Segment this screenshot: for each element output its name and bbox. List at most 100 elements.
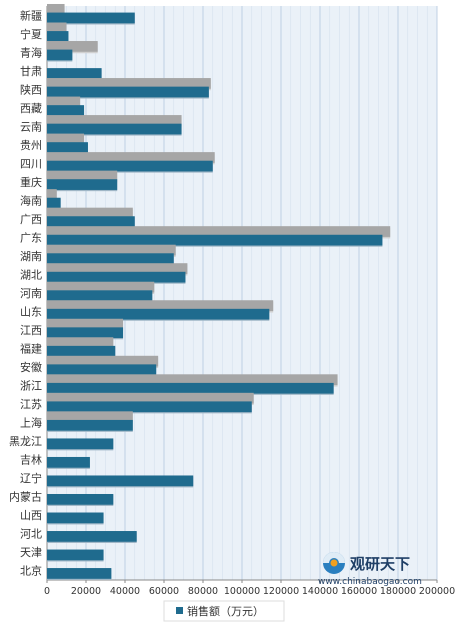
category-label: 甘肃 [20,65,42,78]
legend-label: 销售额（万元） [187,604,264,618]
bar-secondary-上海 [47,411,133,423]
bar-sales-重庆 [47,179,118,190]
bar-secondary-河南 [47,281,155,293]
category-label: 河北 [20,528,42,541]
watermark-logo: 观研天下 www.chinabaogao.com [318,552,422,587]
bar-sales-广东 [47,234,383,246]
bar-secondary-四川 [47,152,215,163]
bar-secondary-重庆 [47,170,118,182]
bar-sales-四川 [47,160,213,172]
category-label: 青海 [20,45,42,59]
category-label: 湖北 [20,268,42,281]
bar-sales-浙江 [47,382,334,394]
logo-icon [323,552,345,574]
category-label: 黑龙江 [9,435,42,448]
bar-secondary-浙江 [47,374,338,386]
bar-secondary-贵州 [47,133,85,145]
category-label: 宁夏 [20,27,42,41]
category-label: 山东 [20,306,42,319]
category-label: 重庆 [20,175,42,189]
category-label: 辽宁 [20,471,42,485]
bar-secondary-宁夏 [47,22,67,34]
bar-sales-湖南 [47,253,174,265]
category-label: 广西 [20,213,42,226]
x-tick-label: 40000 [110,586,140,597]
bar-sales-西藏 [47,105,85,116]
x-tick-label: 0 [44,586,50,597]
category-label: 江苏 [20,398,42,411]
category-label: 天津 [20,546,42,559]
bar-secondary-新疆 [47,3,65,15]
category-label: 安徽 [20,360,42,374]
bar-sales-内蒙古 [47,493,114,505]
bar-sales-吉林 [47,456,90,468]
bar-sales-山东 [47,308,270,320]
bar-sales-广西 [47,216,135,227]
bars [47,3,391,580]
bar-sales-福建 [47,345,116,357]
bar-secondary-湖北 [47,263,188,274]
bar-sales-贵州 [47,142,88,153]
bar-secondary-陕西 [47,78,211,89]
category-label: 陕西 [20,82,42,96]
bar-secondary-湖南 [47,244,176,256]
category-label: 四川 [20,157,42,170]
bar-secondary-广西 [47,207,133,219]
bar-sales-云南 [47,123,182,135]
bar-sales-山西 [47,512,104,524]
x-tick-label: 200000 [419,586,455,597]
category-label: 内蒙古 [9,490,42,504]
bar-sales-江西 [47,327,124,339]
category-labels: 新疆宁夏青海甘肃陕西西藏云南贵州四川重庆海南广西广东湖南湖北河南山东江西福建安徽… [9,8,42,577]
bar-sales-北京 [47,568,112,579]
bar-sales-河北 [47,531,137,542]
x-tick-label: 120000 [263,586,299,597]
x-tick-label: 180000 [380,586,416,597]
category-label: 广东 [20,231,42,244]
bar-sales-新疆 [47,12,135,24]
bar-secondary-西藏 [47,96,81,108]
bar-sales-天津 [47,549,104,561]
x-tick-label: 100000 [224,586,260,597]
category-label: 吉林 [20,453,42,467]
category-label: 福建 [20,342,42,356]
bar-sales-辽宁 [47,475,194,487]
bar-secondary-江苏 [47,392,254,404]
category-label: 云南 [20,120,42,133]
bar-sales-上海 [47,419,133,431]
bar-secondary-江西 [47,318,124,330]
bar-sales-安徽 [47,364,157,376]
bar-secondary-青海 [47,41,98,52]
category-label: 山西 [20,509,42,522]
category-label: 海南 [20,193,42,207]
bar-sales-青海 [47,49,73,61]
legend-swatch [176,607,183,614]
category-label: 新疆 [20,8,42,22]
bar-secondary-福建 [47,337,114,349]
category-label: 河南 [20,287,42,300]
bar-sales-黑龙江 [47,438,114,450]
x-tick-label: 160000 [341,586,377,597]
legend: 销售额（万元） [163,600,285,622]
bar-sales-宁夏 [47,31,69,42]
bar-sales-甘肃 [47,68,102,79]
bar-sales-江苏 [47,401,252,413]
bar-sales-海南 [47,197,61,209]
x-tick-labels: 0 20000 40000 60000 80000 100000 120000 140000 1… [44,580,455,597]
category-label: 江西 [20,324,42,337]
bar-sales-湖北 [47,271,186,283]
bar-secondary-海南 [47,189,57,200]
bar-secondary-广东 [47,226,391,237]
bar-secondary-山东 [47,300,274,311]
bar-sales-河南 [47,290,153,302]
category-label: 贵州 [20,139,42,152]
category-label: 浙江 [20,380,42,393]
x-tick-label: 20000 [71,586,101,597]
x-tick-label: 80000 [188,586,218,597]
watermark-name: 观研天下 [350,555,410,573]
category-label: 湖南 [20,250,42,263]
x-tick-label: 60000 [149,586,179,597]
bar-secondary-安徽 [47,355,159,367]
category-label: 西藏 [20,102,42,115]
